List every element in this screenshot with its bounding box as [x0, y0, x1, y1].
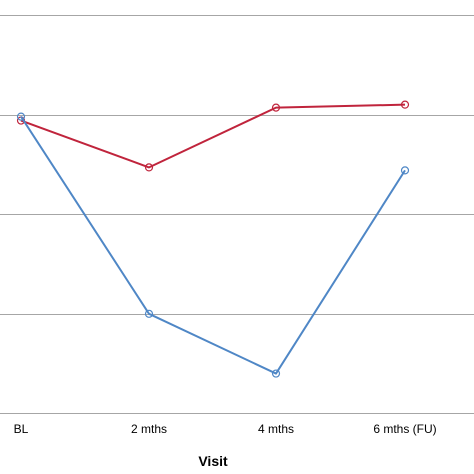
gridlines [0, 15, 474, 414]
x-tick-label: 6 mths (FU) [373, 422, 436, 436]
data-point [271, 369, 281, 378]
x-axis-title: Visit [198, 453, 228, 469]
x-tick-label: BL [14, 422, 29, 436]
data-series [16, 100, 410, 378]
data-point [271, 103, 281, 112]
series-line [20, 116, 406, 375]
x-axis-tick-labels: BL 2 mths 4 mths 6 mths (FU) [14, 422, 437, 436]
data-point [144, 309, 154, 318]
data-point [400, 100, 410, 109]
x-tick-label: 2 mths [131, 422, 167, 436]
series-line [20, 103, 406, 169]
data-point [400, 166, 410, 175]
data-point [144, 163, 154, 172]
x-tick-label: 4 mths [258, 422, 294, 436]
data-point [16, 112, 26, 121]
